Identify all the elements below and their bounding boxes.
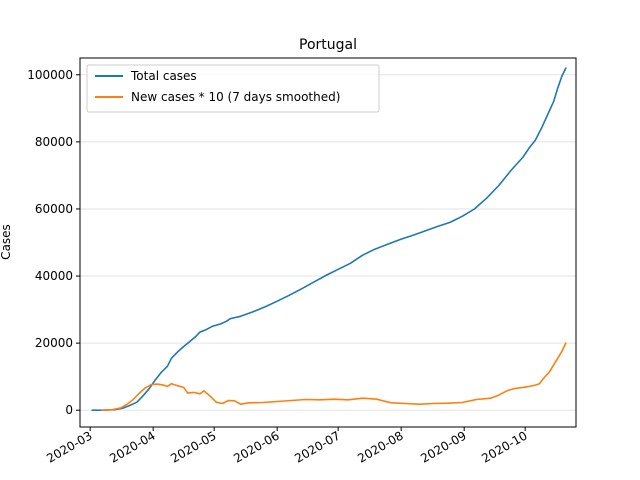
y-tick-label: 0 xyxy=(65,403,73,417)
y-tick-label: 40000 xyxy=(35,269,73,283)
y-tick-label: 80000 xyxy=(35,135,73,149)
legend: Total cases New cases * 10 (7 days smoot… xyxy=(86,64,380,113)
legend-label-new-cases: New cases * 10 (7 days smoothed) xyxy=(131,90,340,104)
y-tick-label: 100000 xyxy=(27,68,73,82)
y-axis: 0 20000 40000 60000 80000 100000 xyxy=(27,68,80,417)
legend-box xyxy=(86,64,380,113)
series-layer xyxy=(91,67,567,412)
plot-frame xyxy=(79,57,577,428)
y-tick-label: 60000 xyxy=(35,202,73,216)
y-tick-label: 20000 xyxy=(35,336,73,350)
legend-label-total-cases: Total cases xyxy=(130,69,197,83)
total-cases-line xyxy=(91,67,567,412)
new-cases-line xyxy=(101,342,567,412)
chart-title: Portugal xyxy=(299,37,357,53)
y-axis-label: Cases xyxy=(0,224,13,260)
